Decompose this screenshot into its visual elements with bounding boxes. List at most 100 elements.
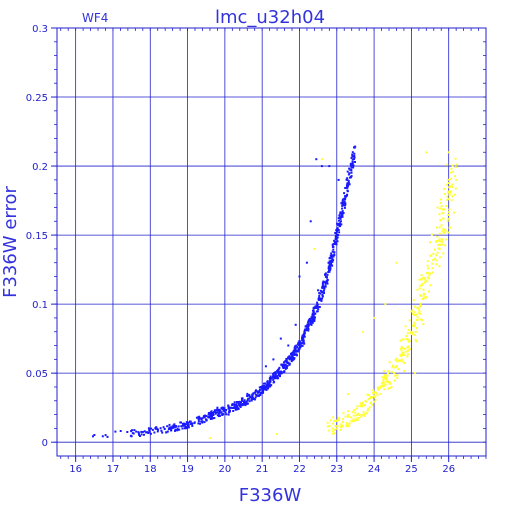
data-point: [241, 399, 244, 402]
data-point: [291, 351, 294, 354]
data-point: [267, 382, 270, 385]
data-point: [435, 240, 438, 242]
data-points: [92, 145, 458, 440]
data-point: [327, 271, 330, 274]
data-point: [387, 387, 390, 390]
data-point: [207, 415, 210, 418]
data-point: [410, 330, 413, 333]
data-point: [340, 423, 343, 426]
data-point: [432, 259, 435, 261]
data-point: [347, 180, 350, 183]
data-point: [438, 213, 441, 216]
data-point: [369, 401, 372, 404]
data-point: [161, 431, 164, 434]
data-point: [184, 423, 187, 426]
data-point: [266, 380, 269, 383]
data-point: [285, 367, 288, 369]
data-point: [402, 360, 405, 363]
data-point: [319, 292, 322, 295]
data-point: [436, 235, 439, 238]
data-point: [451, 186, 454, 188]
data-point: [253, 391, 256, 394]
data-point: [445, 205, 448, 207]
data-point: [400, 354, 403, 357]
data-point: [129, 434, 132, 437]
data-point: [177, 425, 180, 428]
data-point: [335, 236, 338, 239]
data-point: [440, 224, 443, 227]
data-point: [197, 422, 200, 425]
data-point: [454, 187, 457, 190]
data-point: [423, 277, 426, 280]
data-point: [351, 161, 354, 164]
data-point: [299, 345, 302, 348]
data-point: [241, 397, 244, 400]
data-point: [403, 362, 406, 364]
data-point: [283, 364, 286, 367]
data-point: [240, 401, 242, 404]
data-point: [337, 416, 340, 419]
data-point: [441, 238, 444, 241]
data-point: [339, 428, 342, 431]
data-point: [318, 296, 321, 299]
data-point: [339, 217, 342, 220]
data-point: [300, 342, 303, 345]
data-point: [347, 392, 349, 395]
data-point: [393, 379, 396, 382]
data-point: [373, 394, 376, 397]
data-point: [435, 263, 438, 266]
data-point: [301, 344, 304, 347]
data-point: [246, 402, 249, 405]
data-point: [448, 193, 451, 196]
data-point: [341, 207, 344, 210]
data-point: [268, 381, 271, 384]
data-point: [449, 190, 452, 193]
data-point: [289, 358, 292, 360]
x-tick-label: 25: [405, 464, 418, 475]
data-point: [366, 393, 369, 396]
data-point: [140, 430, 143, 433]
data-point: [407, 329, 410, 331]
data-point: [439, 198, 442, 201]
data-point: [346, 170, 349, 173]
data-point: [386, 374, 388, 377]
data-point: [425, 296, 428, 299]
data-point: [329, 419, 332, 422]
data-point: [413, 305, 416, 308]
data-point: [262, 387, 265, 390]
data-point: [338, 214, 341, 217]
data-point: [252, 392, 255, 395]
data-point: [348, 172, 351, 175]
data-point: [438, 238, 441, 241]
data-point: [265, 384, 268, 386]
data-point: [340, 220, 342, 223]
data-point: [202, 415, 205, 418]
data-point: [369, 397, 372, 400]
data-point: [419, 284, 422, 287]
data-point: [294, 345, 297, 348]
x-tick-label: 22: [293, 464, 306, 475]
data-point: [349, 162, 352, 165]
data-point: [283, 361, 285, 364]
data-point: [422, 288, 425, 291]
data-point: [369, 396, 372, 398]
data-point: [354, 145, 357, 148]
data-point: [433, 257, 436, 260]
data-point: [303, 331, 306, 334]
data-point: [394, 374, 397, 377]
data-point: [404, 351, 407, 353]
data-point: [407, 349, 410, 352]
data-point: [335, 419, 338, 422]
data-point: [423, 281, 426, 284]
data-point: [186, 426, 188, 429]
data-point: [212, 414, 215, 416]
data-point: [443, 231, 446, 234]
data-point: [278, 371, 281, 374]
data-point: [444, 230, 447, 233]
data-point: [392, 364, 394, 367]
data-point: [182, 424, 185, 427]
data-point: [353, 154, 356, 157]
data-point: [200, 420, 203, 423]
data-point: [114, 430, 117, 433]
data-point: [330, 263, 332, 265]
